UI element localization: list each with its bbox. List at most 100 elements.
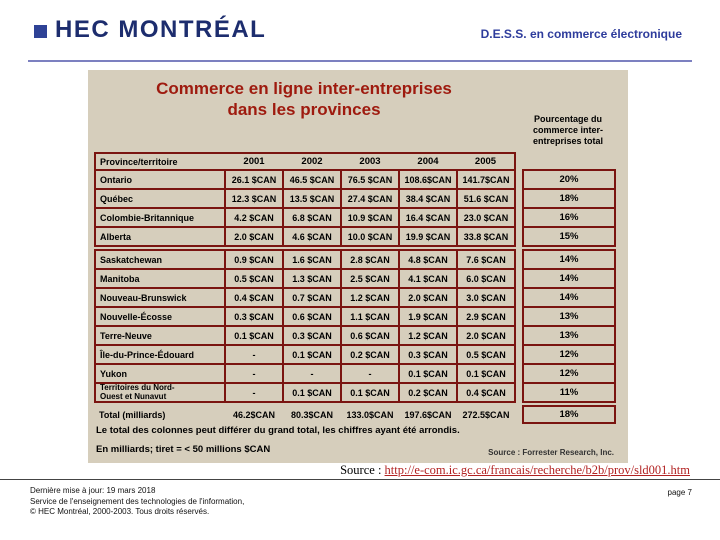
value-cell: 27.4 $CAN [340, 188, 400, 209]
value-cell: 108.6$CAN [398, 169, 458, 190]
hec-logo: HEC MONTRÉAL [34, 16, 266, 44]
column-gap [515, 170, 523, 189]
value-cell: 0.5 $CAN [456, 344, 516, 365]
value-cell: 0.1 $CAN [340, 382, 400, 403]
value-cell: 1.6 $CAN [282, 249, 342, 270]
value-cell: 12.3 $CAN [224, 188, 284, 209]
value-cell: 4.6 $CAN [282, 226, 342, 247]
column-gap [515, 250, 523, 269]
footer-copyright: © HEC Montréal, 2000-2003. Tous droits r… [30, 507, 210, 516]
table-row: Yukon - - -0.1 $CAN 0.1 $CAN 12% [94, 363, 616, 384]
percentage-cell: 14% [522, 268, 616, 289]
value-cell: 4.8 $CAN [398, 249, 458, 270]
value-cell: 0.1 $CAN [398, 363, 458, 384]
table-row: Nouveau-Brunswick 0.4 $CAN 0.7 $CAN 1.2 $CA… [94, 287, 616, 308]
column-gap [515, 227, 523, 246]
provinces-table: Province/territoire 2001 2002 2003 2004 … [94, 152, 616, 424]
table-row: Terre-Neuve 0.1 $CAN 0.3 $CAN 0.6 $CAN 1.2 $… [94, 325, 616, 346]
total-value-cell: 272.5$CAN [462, 409, 510, 420]
pct-header-spacer [523, 153, 615, 170]
value-cell: 16.4 $CAN [398, 207, 458, 228]
value-cell: 0.2 $CAN [398, 382, 458, 403]
value-cell: 0.5 $CAN [224, 268, 284, 289]
percentage-cell: 15% [522, 226, 616, 247]
pct-column-header: Pourcentage du commerce inter-entreprise… [532, 114, 604, 146]
forrester-source-note: Source : Forrester Research, Inc. [488, 448, 614, 457]
value-cell: 0.6 $CAN [340, 325, 400, 346]
table-row: Île-du-Prince-Édouard -0.1 $CAN 0.2 $CAN 0.… [94, 344, 616, 365]
value-cell: 1.1 $CAN [340, 306, 400, 327]
value-cell: 6.0 $CAN [456, 268, 516, 289]
value-cell: 0.1 $CAN [282, 344, 342, 365]
total-percentage-cell: 18% [522, 405, 616, 424]
column-gap [515, 326, 523, 345]
value-cell: 0.4 $CAN [456, 382, 516, 403]
slide-title: Commerce en ligne inter-entreprises dans… [94, 78, 514, 120]
percentage-cell: 13% [522, 306, 616, 327]
table-row: Territoires du Nord- Ouest et Nunavut -0.… [94, 382, 616, 403]
value-cell: 0.2 $CAN [340, 344, 400, 365]
value-cell: 0.4 $CAN [224, 287, 284, 308]
value-cell: 0.7 $CAN [282, 287, 342, 308]
value-cell: 10.9 $CAN [340, 207, 400, 228]
provinces-tbody: Ontario 26.1 $CAN 46.5 $CAN 76.5 $CAN 108.6$… [94, 169, 616, 403]
column-gap [515, 364, 523, 383]
col-header-2004: 2004 [399, 152, 457, 171]
column-gap [515, 288, 523, 307]
province-name: Colombie-Britannique [94, 207, 226, 228]
value-cell: 0.3 $CAN [282, 325, 342, 346]
total-value-cell: 197.6$CAN [404, 409, 452, 420]
percentage-cell: 14% [522, 249, 616, 270]
value-cell: 46.5 $CAN [282, 169, 342, 190]
value-cell: 0.1 $CAN [282, 382, 342, 403]
percentage-cell: 20% [522, 169, 616, 190]
total-value-cell: 80.3$CAN [290, 409, 334, 420]
column-gap [515, 269, 523, 288]
value-cell: 13.5 $CAN [282, 188, 342, 209]
province-name: Ontario [94, 169, 226, 190]
footer-info: Dernière mise à jour: 19 mars 2018 Servi… [30, 486, 244, 518]
percentage-cell: 16% [522, 207, 616, 228]
source-link[interactable]: http://e-com.ic.gc.ca/francais/recherche… [384, 463, 690, 477]
program-title: D.E.S.S. en commerce électronique [480, 27, 682, 41]
slide-title-line2: dans les provinces [227, 100, 381, 119]
content-panel: Commerce en ligne inter-entreprises dans… [88, 70, 628, 463]
province-name: Nouveau-Brunswick [94, 287, 226, 308]
source-line: Source : http://e-com.ic.gc.ca/francais/… [340, 463, 690, 478]
value-cell: 38.4 $CAN [398, 188, 458, 209]
footer-service: Service de l'enseignement des technologi… [30, 496, 245, 506]
col-header-2001: 2001 [225, 152, 283, 171]
percentage-cell: 13% [522, 325, 616, 346]
value-cell: 2.0 $CAN [398, 287, 458, 308]
province-name: Québec [94, 188, 226, 209]
province-name: Saskatchewan [94, 249, 226, 270]
logo-text: HEC MONTRÉAL [55, 16, 267, 43]
value-cell: - [224, 344, 284, 365]
col-header-2005: 2005 [457, 152, 516, 171]
value-cell: 0.3 $CAN [224, 306, 284, 327]
value-cell: 10.0 $CAN [340, 226, 400, 247]
value-cell: 23.0 $CAN [456, 207, 516, 228]
value-cell: 0.1 $CAN [456, 363, 516, 384]
province-name: Nouvelle-Écosse [94, 306, 226, 327]
slide-title-line1: Commerce en ligne inter-entreprises [156, 79, 452, 98]
province-name: Terre-Neuve [94, 325, 226, 346]
value-cell: 1.2 $CAN [340, 287, 400, 308]
value-cell: 2.0 $CAN [224, 226, 284, 247]
table-row: Ontario 26.1 $CAN 46.5 $CAN 76.5 $CAN 108.6$… [94, 169, 616, 190]
value-cell: 3.0 $CAN [456, 287, 516, 308]
column-gap [515, 189, 523, 208]
table-header-row: Province/territoire 2001 2002 2003 2004 … [94, 152, 615, 171]
value-cell: 2.0 $CAN [456, 325, 516, 346]
percentage-cell: 18% [522, 188, 616, 209]
table-row: Manitoba 0.5 $CAN 1.3 $CAN 2.5 $CAN 4.1 $CAN… [94, 268, 616, 289]
value-cell: 0.1 $CAN [224, 325, 284, 346]
value-cell: - [282, 363, 342, 384]
value-cell: 26.1 $CAN [224, 169, 284, 190]
table-row: Saskatchewan 0.9 $CAN 1.6 $CAN 2.8 $CAN 4.8 … [94, 249, 616, 270]
value-cell: 6.8 $CAN [282, 207, 342, 228]
total-value-cell: 133.0$CAN [346, 409, 394, 420]
table-row: Colombie-Britannique 4.2 $CAN 6.8 $CAN 10.9… [94, 207, 616, 228]
value-cell: 76.5 $CAN [340, 169, 400, 190]
value-cell: 1.9 $CAN [398, 306, 458, 327]
